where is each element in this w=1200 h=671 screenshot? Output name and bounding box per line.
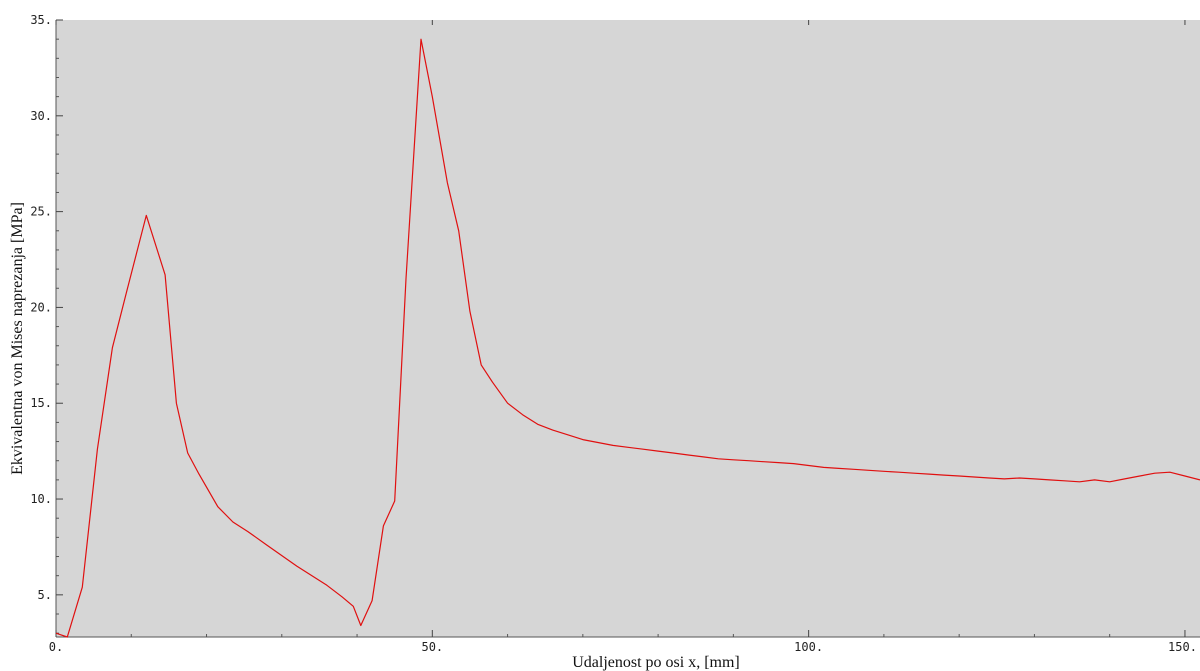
x-tick-label: 50. bbox=[421, 640, 443, 654]
y-tick-label: 25. bbox=[30, 205, 52, 219]
y-tick-label: 20. bbox=[30, 300, 52, 314]
y-tick-label: 30. bbox=[30, 109, 52, 123]
x-tick-label: 100. bbox=[794, 640, 823, 654]
x-axis-ticks: 0. 50. 100. 150. bbox=[49, 20, 1197, 654]
y-tick-label: 15. bbox=[30, 396, 52, 410]
y-tick-label: 5. bbox=[38, 588, 52, 602]
series-group bbox=[55, 38, 1200, 638]
x-tick-label: 150. bbox=[1168, 640, 1197, 654]
series-line-0 bbox=[55, 38, 1200, 638]
plot-area bbox=[56, 20, 1200, 637]
y-axis-ticks: 5. 10. 15. 20. 25. 30. 35. bbox=[30, 13, 63, 634]
x-tick-label: 0. bbox=[49, 640, 63, 654]
y-axis-title: Ekvivalentna von Mises naprezanja [MPa] bbox=[9, 202, 26, 475]
x-axis-title: Udaljenost po osi x, [mm] bbox=[572, 654, 740, 671]
y-tick-label: 10. bbox=[30, 492, 52, 506]
y-tick-label: 35. bbox=[30, 13, 52, 27]
